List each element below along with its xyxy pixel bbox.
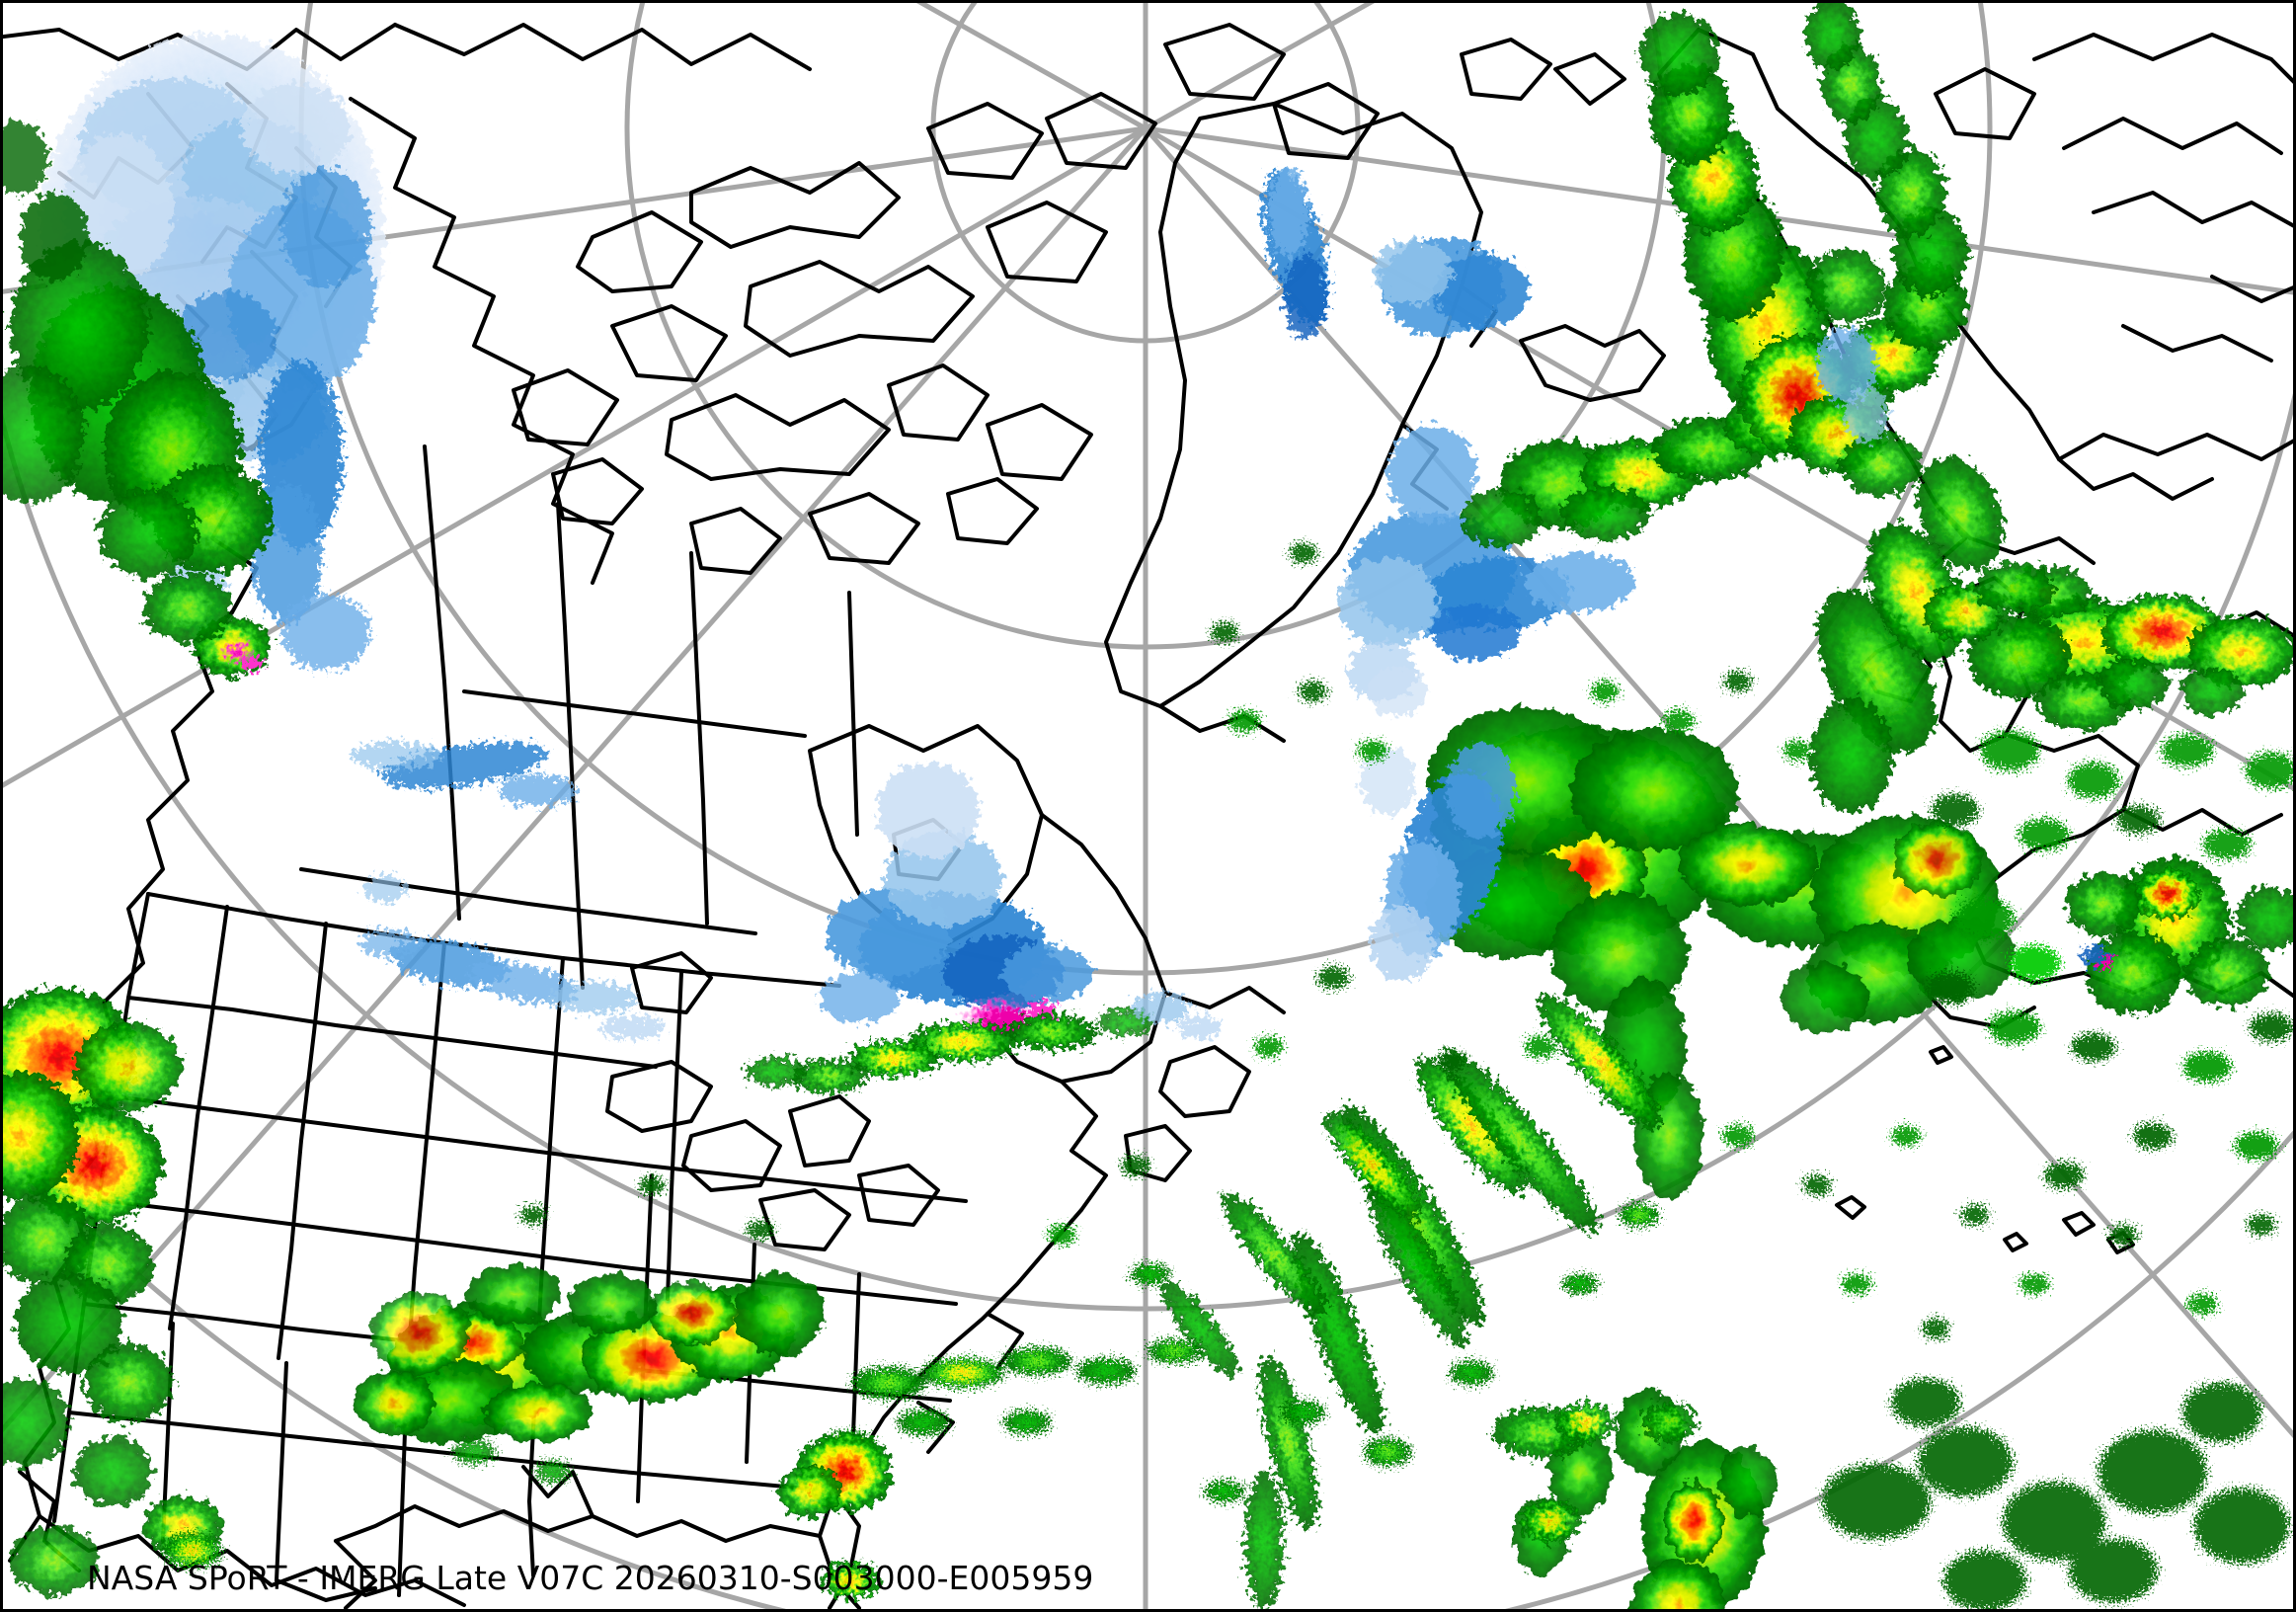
product-caption: NASA SPoRT - IMERG Late V07C 20260310-S0… bbox=[87, 1559, 1094, 1597]
precip-norwegian-snow bbox=[1338, 425, 1634, 716]
precip-iberia bbox=[2066, 857, 2293, 1014]
precip-texas-convection bbox=[354, 1264, 825, 1442]
precip-cyclone-comma-snow bbox=[1360, 743, 1516, 981]
precip-atlantic-front-3 bbox=[1160, 1112, 1421, 1377]
precip-norway-snow-edge bbox=[1817, 328, 1888, 443]
precip-tropical-east-scatter bbox=[1822, 1379, 2289, 1609]
precip-southwest-cells bbox=[163, 1440, 571, 1569]
precip-alaska-mix bbox=[221, 642, 262, 672]
precip-hudson-bay-snow bbox=[820, 763, 1091, 1022]
precip-north-sea-scatter bbox=[1932, 731, 2293, 859]
precip-quebec-light bbox=[1131, 993, 1222, 1039]
precip-tropical-west-cells bbox=[1493, 1403, 1697, 1543]
precip-greenland-snow bbox=[1262, 168, 1329, 338]
precip-cyclone-east-arm bbox=[1679, 815, 2015, 1033]
precip-atlantic-cyclone bbox=[1427, 706, 1738, 1200]
precip-lincoln-sea-snow bbox=[1373, 237, 1529, 336]
precip-scattered-specks bbox=[520, 543, 2275, 1338]
precip-gulf-cell bbox=[778, 1432, 892, 1517]
precip-florida-cell bbox=[822, 1563, 881, 1598]
precip-subtropical-cells bbox=[818, 1203, 1659, 1502]
precip-atlantic-front-2 bbox=[1367, 994, 1662, 1346]
precip-alaska-panhandle-rain bbox=[3, 121, 272, 677]
precip-hudson-bay-rain bbox=[746, 1008, 1153, 1093]
precip-cyclone-ne-band bbox=[1810, 456, 2004, 813]
precip-prairie-snow bbox=[351, 742, 664, 1039]
precip-pacific-nw-rain bbox=[3, 988, 222, 1595]
precip-iberia-mix bbox=[2082, 946, 2113, 969]
precip-west-europe-scatter bbox=[1927, 899, 2293, 1188]
precip-british-isles bbox=[1924, 562, 2293, 731]
